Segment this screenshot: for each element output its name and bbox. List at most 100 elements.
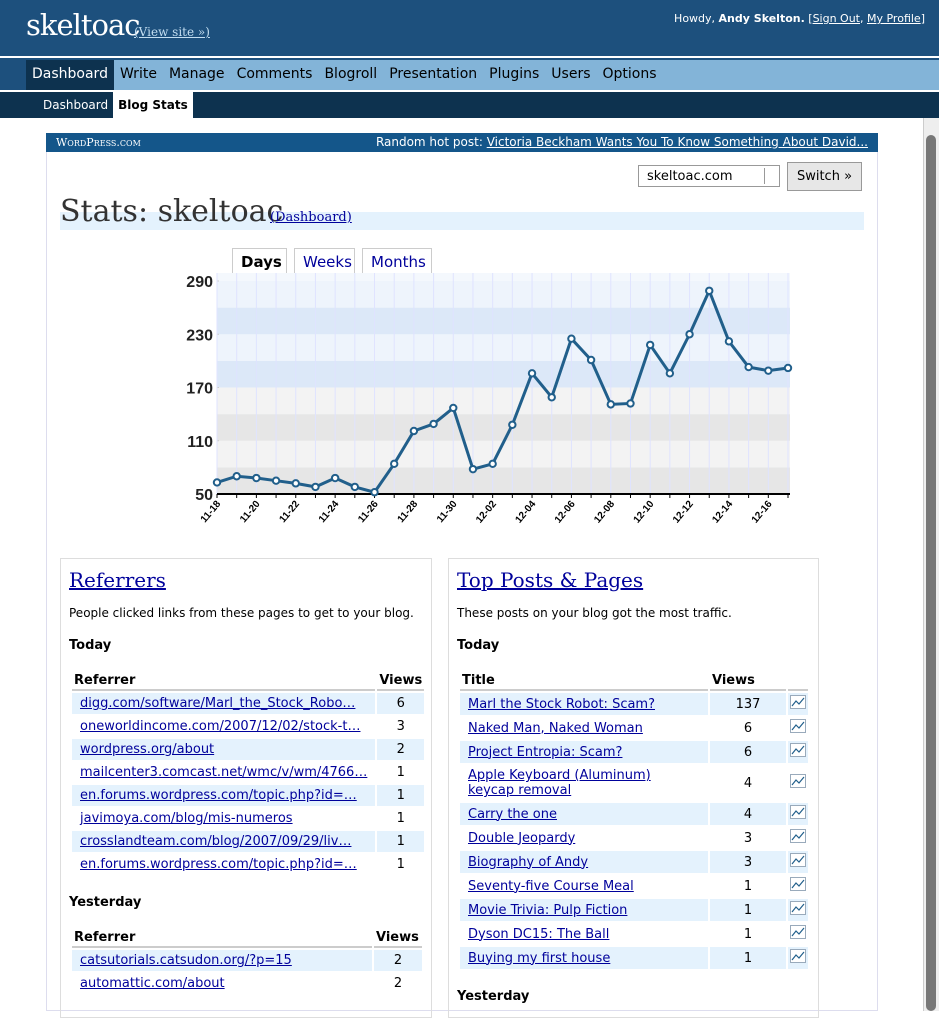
row-link[interactable]: wordpress.org/about [80,742,215,757]
row-link[interactable]: Project Entropia: Scam? [468,744,623,760]
chart-icon[interactable] [790,901,806,915]
cell: catsutorials.catsudon.org/?p=15 [72,950,372,971]
cell: Marl the Stock Robot: Scam? [460,693,708,715]
row-link[interactable]: catsutorials.catsudon.org/?p=15 [80,953,292,968]
tab[interactable]: Weeks [294,248,355,274]
stats-table: Title Views Marl the Stock Robot: Scam? 137… [458,667,810,971]
row-link[interactable]: Carry the one [468,806,557,822]
nav-item[interactable]: Presentation [389,66,478,82]
row-link[interactable]: Marl the Stock Robot: Scam? [468,696,655,712]
views-cell: 3 [396,719,405,734]
x-tick-label: 12-10 [632,499,657,526]
y-tick-label: 50 [195,487,213,504]
nav-item[interactable]: Blogroll [324,66,378,82]
chart-icon[interactable] [790,719,806,733]
row-link[interactable]: en.forums.wordpress.com/topic.php?id=… [80,857,357,872]
subnav-item[interactable]: Blog Stats [113,92,193,118]
column-header: Views [374,926,422,948]
row-link[interactable]: en.forums.wordpress.com/topic.php?id=… [80,788,357,803]
logo: WordPress.com [56,136,141,149]
nav-item[interactable]: Write [119,66,157,82]
y-tick-label: 110 [187,434,213,451]
chart-icon[interactable] [790,925,806,939]
scroll-thumb[interactable] [926,135,936,1011]
x-tick-label: 12-12 [671,499,696,526]
header-row: Referrer Views [72,669,425,691]
panel-title[interactable]: Top Posts & Pages [457,568,644,592]
band [217,334,790,361]
icon-cell [788,875,808,897]
views-cell: 1 [396,765,405,780]
dashboard-link[interactable]: (Dashboard) [270,210,352,225]
chart-icon[interactable] [790,877,806,891]
point [291,479,300,488]
point [626,399,635,408]
point [271,476,281,485]
nav-item[interactable]: Comments [236,66,313,82]
hot-link[interactable]: Victoria Beckham Wants You To Know Somet… [486,135,868,149]
row-link[interactable]: Apple Keyboard (Aluminum) keycap removal [468,768,651,798]
tab[interactable]: Months [362,248,432,274]
table-row: mailcenter3.comcast.net/wmc/v/wm/4766… 1 [72,762,424,783]
cell: en.forums.wordpress.com/topic.php?id=… [72,785,376,806]
y-tick-label: 230 [186,327,213,344]
point [350,482,360,492]
point [488,459,497,469]
row-link[interactable]: Movie Trivia: Pulp Fiction [468,902,628,918]
icon-cell [788,765,808,801]
row-link[interactable]: Buying my first house [468,950,611,966]
header-row: Referrer Views [72,926,422,948]
row-link[interactable]: Seventy-five Course Meal [468,878,634,894]
row-link[interactable]: automattic.com/about [80,976,225,991]
chart-icon[interactable] [790,949,806,963]
chart-icon[interactable] [790,805,806,819]
title-bar [60,212,864,230]
chart-icon[interactable] [790,853,806,867]
sign-out[interactable]: Sign Out [812,12,860,25]
chart-icon[interactable] [790,774,806,788]
nav: Dashboard Write Manage Comments Blogroll Pres… [0,58,939,90]
row-link[interactable]: Dyson DC15: The Ball [468,926,610,942]
column-header: Views [377,669,425,691]
blog-select[interactable]: skeltoac.com [638,165,780,187]
point [764,366,773,375]
x-tick-label: 11-30 [435,499,460,526]
row-link[interactable]: Double Jeopardy [468,830,576,846]
row-link[interactable]: oneworldincome.com/2007/12/02/stock-t… [80,719,361,734]
cell: Biography of Andy [460,851,708,873]
profile[interactable]: My Profile [867,12,921,25]
top-posts-panel: Top Posts & Pages These posts on your blo… [448,558,819,1018]
chart-icon[interactable] [790,743,806,757]
nav-item[interactable]: Options [602,66,657,82]
table-row: Carry the one 4 [460,803,808,825]
site-name[interactable]: skeltoac [26,8,141,42]
panel-title[interactable]: Referrers [69,568,166,592]
switch-button[interactable]: Switch » [787,162,862,191]
table-row: Movie Trivia: Pulp Fiction 1 [460,899,808,921]
panel-description: These posts on your blog got the most tr… [457,606,732,620]
chart-icon[interactable] [790,829,806,843]
x-tick-label: 12-08 [592,499,617,526]
view-site[interactable]: (View site ») [134,25,210,39]
chart-icon[interactable] [790,695,806,709]
hot-label: Random hot post: [375,135,483,149]
row-link[interactable]: digg.com/software/Marl_the_Stock_Robo… [80,696,356,711]
point [685,330,694,339]
cell: crosslandteam.com/blog/2007/09/29/liv… [72,831,376,852]
views-cell: 3 [743,830,753,846]
row-link[interactable]: Biography of Andy [468,854,589,870]
nav-item[interactable]: Plugins [489,66,540,82]
row-link[interactable]: javimoya.com/blog/mis-numeros [80,811,293,826]
point [311,482,320,492]
nav-item[interactable]: Users [551,66,591,82]
row-link[interactable]: Naked Man, Naked Woman [468,720,643,736]
tab[interactable]: Days [232,248,287,274]
point [468,464,478,474]
row-link[interactable]: crosslandteam.com/blog/2007/09/29/liv… [80,834,352,849]
nav-item[interactable]: Dashboard [26,60,114,90]
stats-table: Referrer Views digg.com/software/Marl_the_… [70,667,426,877]
nav-item[interactable]: Manage [168,66,225,82]
row-link[interactable]: mailcenter3.comcast.net/wmc/v/wm/4766… [80,765,368,780]
subnav-item[interactable]: Dashboard [43,98,109,112]
icon-cell [788,827,808,849]
